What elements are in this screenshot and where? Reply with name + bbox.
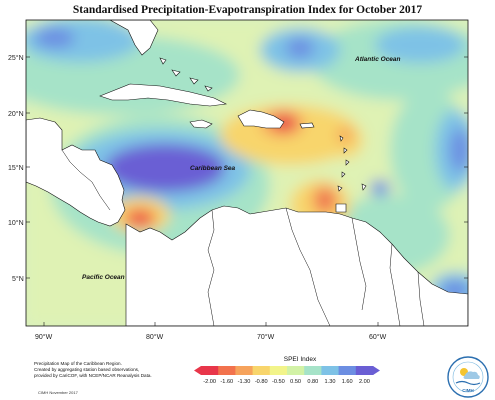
footer-description: Precipitation Map of the Caribbean Regio… [34, 361, 164, 379]
legend-swatch [287, 366, 305, 375]
legend-value-label: -1.30 [237, 379, 251, 385]
legend-swatch [355, 366, 374, 375]
legend-value-label: 2.00 [358, 379, 370, 385]
legend-swatch [269, 366, 288, 375]
lat-tick-marks [26, 56, 468, 279]
legend-value-label: -1.60 [220, 379, 234, 385]
legend-value-label: -2.00 [203, 379, 216, 385]
cimh-logo: CIMH [447, 356, 489, 398]
map-frame [25, 19, 469, 327]
lon-tick-60: 60°W [369, 333, 387, 341]
footer-credit: CIMH November 2017 [38, 390, 78, 395]
legend-swatch [235, 366, 254, 375]
svg-text:CIMH: CIMH [462, 388, 474, 393]
legend-value-label: -0.50 [272, 379, 285, 385]
country-borders [61, 149, 425, 326]
label-atlantic-ocean: Atlantic Ocean [354, 56, 401, 63]
lat-tick-20: 20°N [8, 110, 24, 118]
landmass [26, 20, 468, 326]
legend-value-label: 0.50 [290, 379, 302, 385]
legend-swatch [321, 366, 340, 375]
map-title: Standardised Precipitation-Evapotranspir… [72, 4, 423, 16]
lat-tick-5: 5°N [12, 275, 24, 283]
legend-value-label: 0.80 [307, 379, 319, 385]
footer-line-3: provided by CariCOF, with NCEP/NCAR Rean… [34, 373, 152, 378]
lat-tick-10: 10°N [8, 219, 24, 227]
legend-swatch [338, 366, 357, 375]
spei-field [26, 20, 468, 326]
wave-icon [455, 380, 481, 386]
legend-value-label: 1.30 [324, 379, 336, 385]
lat-tick-15: 15°N [8, 164, 24, 172]
lon-tick-80: 80°W [146, 333, 164, 341]
legend-title: SPEI Index [283, 356, 317, 363]
legend-swatch [218, 366, 236, 375]
legend-swatch [201, 366, 219, 375]
lon-tick-marks [43, 322, 379, 326]
legend-cap-high [373, 366, 380, 375]
legend-value-label: -0.80 [254, 379, 268, 385]
lon-tick-70: 70°W [257, 333, 275, 341]
legend-colorbar [194, 366, 380, 375]
label-pacific-ocean: Pacific Ocean [82, 274, 125, 281]
label-caribbean-sea: Caribbean Sea [190, 165, 236, 172]
cloud-icon [463, 371, 480, 379]
footer-line-1: Precipitation Map of the Caribbean Regio… [34, 361, 122, 366]
legend-value-label: 1.60 [341, 379, 353, 385]
footer-line-2: Created by aggregating station based obs… [34, 367, 140, 372]
legend-cap-low [194, 366, 201, 375]
legend-swatch [252, 366, 271, 375]
lon-tick-90: 90°W [35, 333, 53, 341]
legend-swatch [304, 366, 322, 375]
lat-tick-25: 25°N [8, 54, 24, 62]
